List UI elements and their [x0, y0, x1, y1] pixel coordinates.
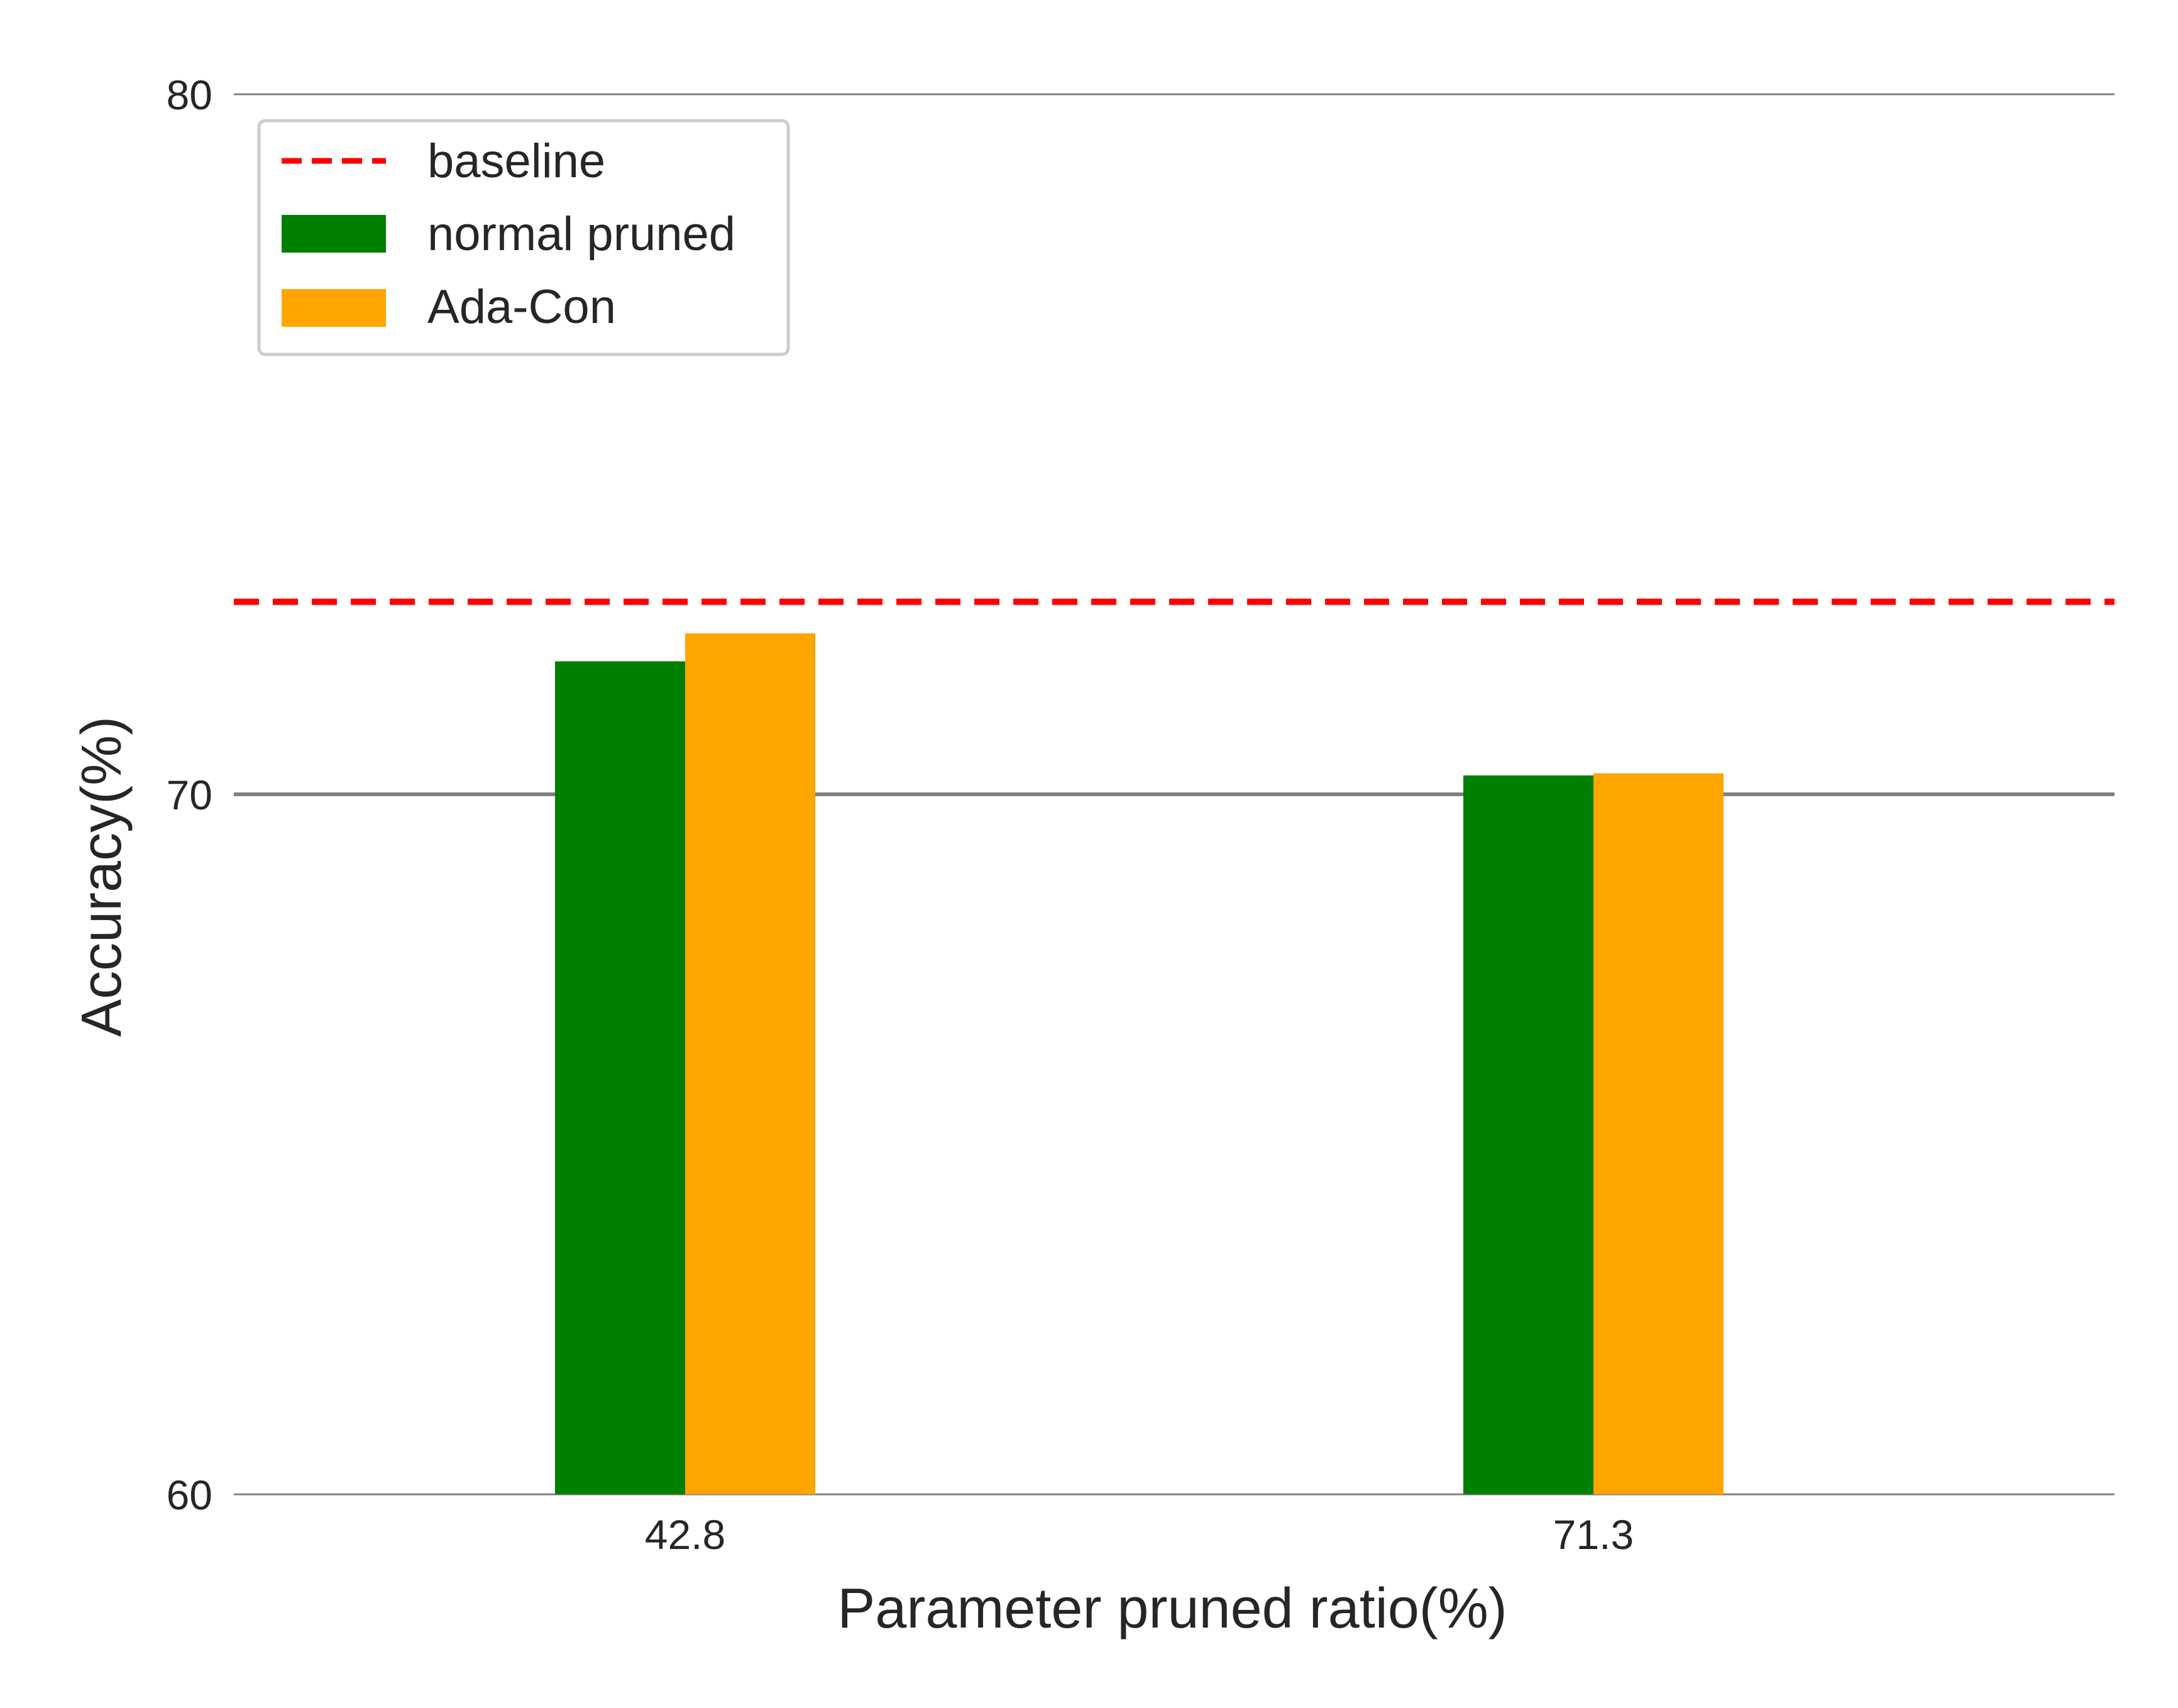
- legend-frame: [257, 119, 790, 356]
- legend-swatch-normal-pruned: [282, 215, 386, 253]
- y-axis-label: Accuracy(%): [70, 716, 133, 1037]
- grid-lines: [234, 93, 2115, 1496]
- x-tick-label: 71.3: [1553, 1511, 1634, 1558]
- legend-label-ada-con: Ada-Con: [427, 280, 616, 334]
- x-axis-label: Parameter pruned ratio(%): [837, 1577, 1507, 1640]
- bars: [555, 633, 1724, 1494]
- bar-normal-pruned-42.8: [555, 661, 685, 1494]
- legend-label-normal-pruned: normal pruned: [427, 207, 735, 261]
- bar-normal-pruned-71.3: [1463, 775, 1593, 1494]
- bar-ada-con-42.8: [685, 633, 815, 1494]
- legend: baseline normal pruned Ada-Con: [257, 119, 790, 356]
- y-tick-label: 70: [167, 772, 212, 818]
- legend-label-baseline: baseline: [427, 134, 605, 188]
- x-tick-label: 42.8: [645, 1511, 725, 1558]
- bar-ada-con-71.3: [1593, 773, 1724, 1494]
- legend-swatch-ada-con: [282, 289, 386, 327]
- y-tick-labels: 60 70 80: [167, 72, 212, 1518]
- y-tick-label: 80: [167, 72, 212, 118]
- x-tick-labels: 42.8 71.3: [645, 1511, 1634, 1558]
- y-tick-label: 60: [167, 1472, 212, 1518]
